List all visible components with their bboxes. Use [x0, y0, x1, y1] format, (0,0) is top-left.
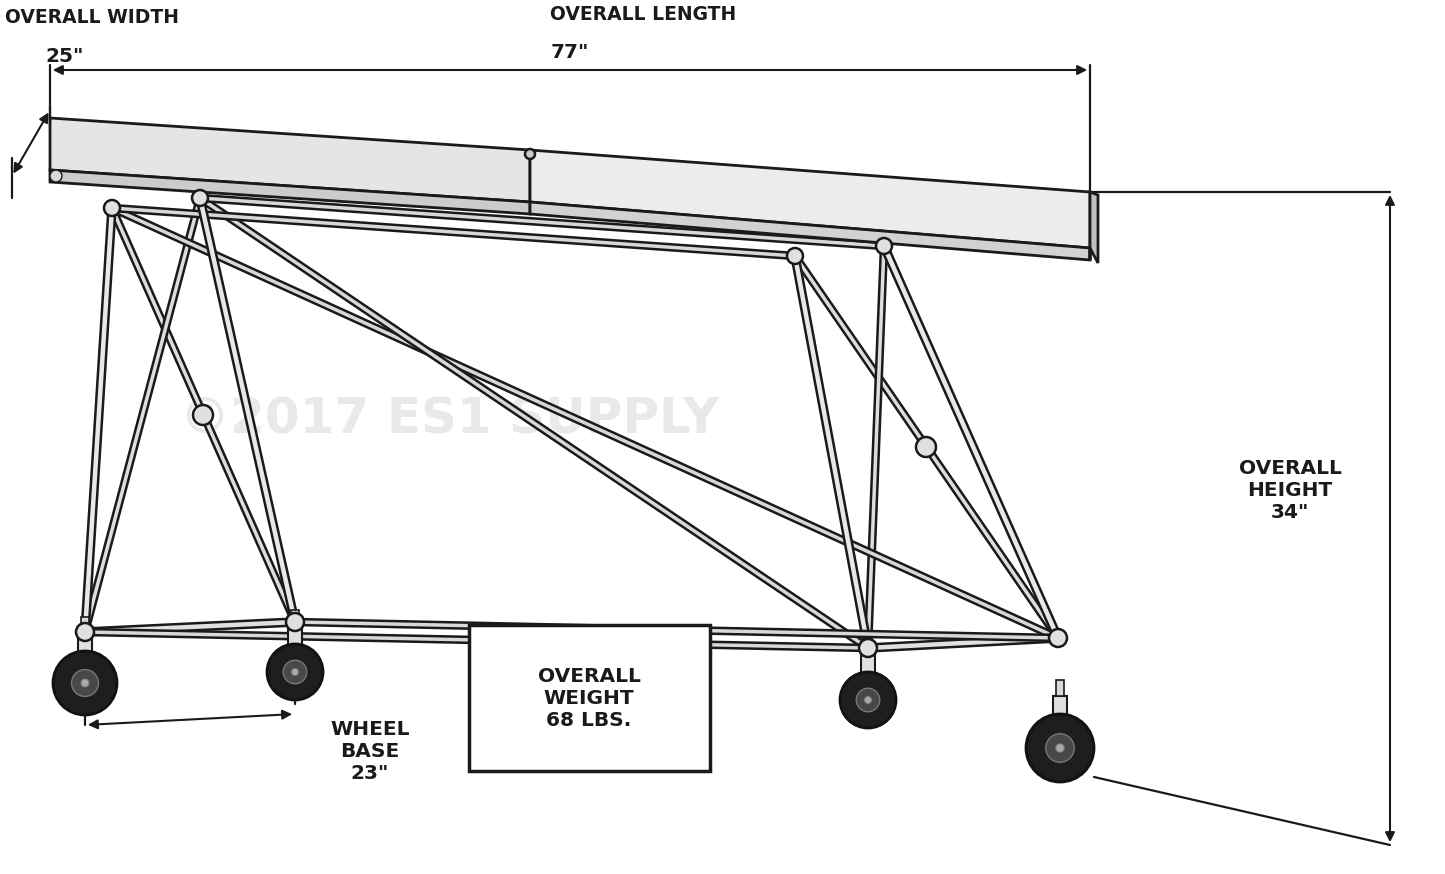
Polygon shape — [51, 118, 530, 202]
Polygon shape — [1056, 680, 1064, 696]
Polygon shape — [78, 633, 92, 653]
Circle shape — [876, 238, 892, 254]
Text: OVERALL LENGTH: OVERALL LENGTH — [551, 5, 737, 24]
Polygon shape — [861, 654, 876, 674]
Polygon shape — [288, 626, 302, 646]
Circle shape — [525, 149, 535, 159]
Circle shape — [1049, 629, 1066, 647]
Circle shape — [916, 437, 936, 457]
Polygon shape — [792, 255, 871, 649]
Circle shape — [77, 623, 94, 641]
Circle shape — [51, 170, 62, 182]
Text: WHEEL
BASE
23": WHEEL BASE 23" — [329, 720, 409, 783]
Text: 25": 25" — [45, 46, 84, 66]
Circle shape — [283, 660, 306, 683]
Polygon shape — [792, 254, 1061, 640]
Polygon shape — [1053, 696, 1066, 716]
Polygon shape — [199, 195, 884, 249]
Polygon shape — [530, 202, 1090, 260]
Text: 77": 77" — [551, 43, 590, 61]
Polygon shape — [111, 205, 1059, 641]
Polygon shape — [81, 208, 116, 632]
Circle shape — [857, 688, 880, 711]
Polygon shape — [85, 619, 295, 635]
Polygon shape — [290, 610, 299, 626]
Polygon shape — [81, 617, 90, 633]
Circle shape — [1026, 714, 1094, 782]
Circle shape — [292, 669, 298, 676]
Polygon shape — [85, 629, 868, 651]
Polygon shape — [110, 207, 298, 623]
Text: OVERALL WIDTH: OVERALL WIDTH — [4, 8, 179, 27]
Circle shape — [788, 248, 803, 264]
Circle shape — [1046, 733, 1074, 762]
Polygon shape — [868, 635, 1058, 651]
Circle shape — [286, 613, 303, 631]
Circle shape — [194, 405, 212, 425]
Circle shape — [858, 639, 877, 657]
FancyBboxPatch shape — [470, 625, 709, 771]
Polygon shape — [866, 246, 887, 649]
Text: OVERALL
HEIGHT
34": OVERALL HEIGHT 34" — [1238, 459, 1341, 522]
Polygon shape — [295, 619, 1058, 641]
Polygon shape — [82, 198, 202, 633]
Circle shape — [81, 679, 88, 687]
Polygon shape — [881, 245, 1061, 640]
Text: ©2017 ES1 SUPPLY: ©2017 ES1 SUPPLY — [181, 396, 720, 444]
Polygon shape — [1090, 192, 1098, 263]
Circle shape — [864, 697, 871, 704]
Polygon shape — [111, 205, 795, 259]
Circle shape — [192, 190, 208, 206]
Circle shape — [104, 200, 120, 216]
Circle shape — [53, 651, 117, 715]
Polygon shape — [530, 150, 1090, 248]
Text: OVERALL
WEIGHT
68 LBS.: OVERALL WEIGHT 68 LBS. — [538, 667, 640, 730]
Polygon shape — [51, 170, 530, 214]
Circle shape — [840, 672, 896, 728]
Circle shape — [1056, 744, 1064, 753]
Polygon shape — [197, 198, 299, 623]
Circle shape — [267, 644, 324, 700]
Circle shape — [72, 669, 98, 697]
Polygon shape — [864, 638, 871, 654]
Polygon shape — [198, 196, 870, 650]
